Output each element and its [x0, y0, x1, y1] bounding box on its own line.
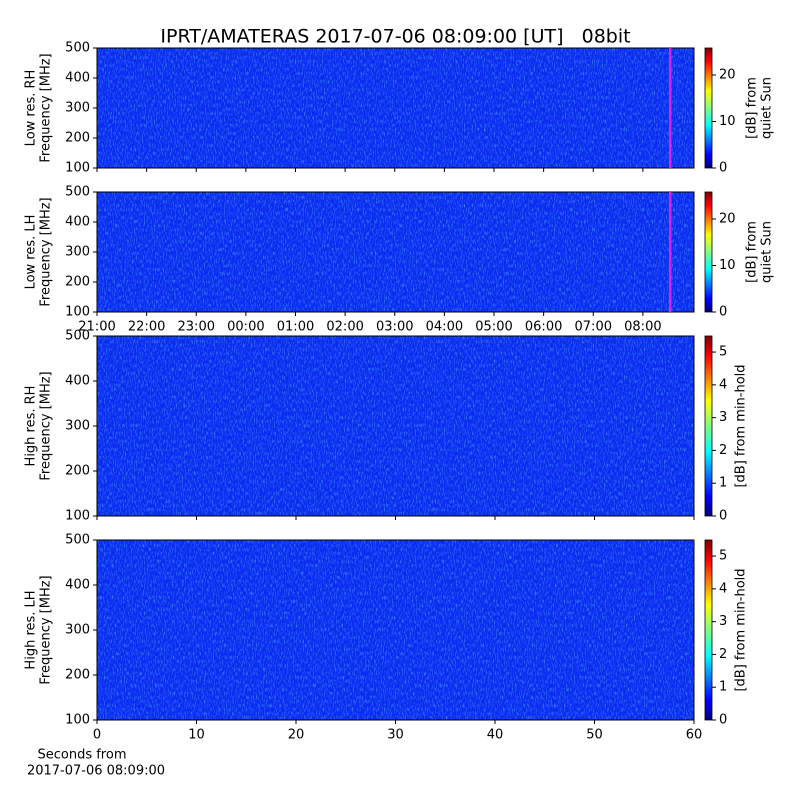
spectrogram-texture: [97, 540, 694, 720]
x-tick-label: 0: [93, 728, 101, 743]
colorbar-tick-label: 0: [719, 713, 727, 728]
y-tick-label: 500: [65, 329, 90, 344]
x-tick-label: 05:00: [475, 320, 512, 335]
x-tick-label: 50: [586, 728, 603, 743]
y-axis-label: Frequency [MHz]: [39, 371, 54, 480]
colorbar-tick-label: 5: [719, 345, 727, 360]
x-axis-label: Seconds from: [37, 748, 126, 763]
x-tick-label: 30: [387, 728, 404, 743]
colorbar: [704, 47, 713, 169]
y-tick-label: 400: [65, 215, 90, 230]
y-tick-label: 400: [65, 374, 90, 389]
colorbar-label: [dB] from min-hold: [734, 568, 749, 691]
x-tick-label: 04:00: [426, 320, 463, 335]
colorbar-tick-label: 3: [719, 614, 727, 629]
chart-title: IPRT/AMATERAS 2017-07-06 08:09:00 [UT] 0…: [160, 26, 630, 48]
colorbar-tick-label: 4: [719, 581, 727, 596]
y-tick-label: 500: [65, 185, 90, 200]
colorbar-tick-label: 1: [719, 476, 727, 491]
y-axis-label: Low res. RH: [24, 70, 39, 147]
colorbar-tick-label: 0: [719, 305, 727, 320]
y-tick-label: 500: [65, 533, 90, 548]
y-tick-label: 500: [65, 41, 90, 56]
x-tick-label: 23:00: [178, 320, 215, 335]
colorbar-tick-label: 2: [719, 647, 727, 662]
colorbar-label: [dB] from: [745, 221, 760, 283]
y-tick-label: 400: [65, 578, 90, 593]
y-tick-label: 300: [65, 623, 90, 638]
y-tick-label: 100: [65, 713, 90, 728]
colorbar: [704, 539, 713, 721]
y-tick-label: 100: [65, 305, 90, 320]
y-tick-label: 200: [65, 275, 90, 290]
x-tick-label: 02:00: [326, 320, 363, 335]
y-tick-label: 200: [65, 668, 90, 683]
colorbar-label: [dB] from: [745, 77, 760, 139]
colorbar-tick-label: 20: [719, 211, 736, 226]
y-tick-label: 200: [65, 131, 90, 146]
colorbar-label: quiet Sun: [760, 77, 775, 139]
colorbar-tick-label: 5: [719, 549, 727, 564]
colorbar-label: [dB] from min-hold: [734, 364, 749, 487]
x-tick-label: 10: [188, 728, 205, 743]
colorbar-tick-label: 1: [719, 680, 727, 695]
x-tick-label: 07:00: [575, 320, 612, 335]
colorbar-tick-label: 0: [719, 161, 727, 176]
y-tick-label: 200: [65, 464, 90, 479]
colorbar-label: quiet Sun: [760, 221, 775, 283]
colorbar-tick-label: 10: [719, 114, 736, 129]
x-tick-label: 40: [487, 728, 504, 743]
x-axis-label: 2017-07-06 08:09:00: [27, 764, 165, 779]
spectrogram-texture: [97, 48, 694, 168]
x-tick-label: 01:00: [277, 320, 314, 335]
y-tick-label: 100: [65, 161, 90, 176]
y-tick-label: 300: [65, 101, 90, 116]
colorbar-tick-label: 20: [719, 67, 736, 82]
y-tick-label: 100: [65, 509, 90, 524]
colorbar-tick-label: 3: [719, 410, 727, 425]
x-tick-label: 22:00: [128, 320, 165, 335]
y-axis-label: Frequency [MHz]: [39, 53, 54, 162]
y-tick-label: 300: [65, 419, 90, 434]
y-axis-label: High res. RH: [24, 386, 39, 467]
colorbar-tick-label: 10: [719, 258, 736, 273]
colorbar: [704, 191, 713, 313]
spectrogram-texture: [97, 192, 694, 312]
y-tick-label: 300: [65, 245, 90, 260]
colorbar-tick-label: 0: [719, 509, 727, 524]
colorbar-tick-label: 2: [719, 443, 727, 458]
x-tick-label: 03:00: [376, 320, 413, 335]
colorbar: [704, 335, 713, 517]
y-tick-label: 400: [65, 71, 90, 86]
y-axis-label: High res. LH: [24, 590, 39, 669]
spectrogram-texture: [97, 336, 694, 516]
y-axis-label: Low res. LH: [24, 215, 39, 290]
y-axis-label: Frequency [MHz]: [39, 575, 54, 684]
colorbar-tick-label: 4: [719, 377, 727, 392]
x-tick-label: 21:00: [78, 320, 115, 335]
x-tick-label: 20: [288, 728, 305, 743]
x-tick-label: 00:00: [227, 320, 264, 335]
x-tick-label: 06:00: [525, 320, 562, 335]
y-axis-label: Frequency [MHz]: [39, 197, 54, 306]
x-tick-label: 08:00: [624, 320, 661, 335]
x-tick-label: 60: [686, 728, 703, 743]
